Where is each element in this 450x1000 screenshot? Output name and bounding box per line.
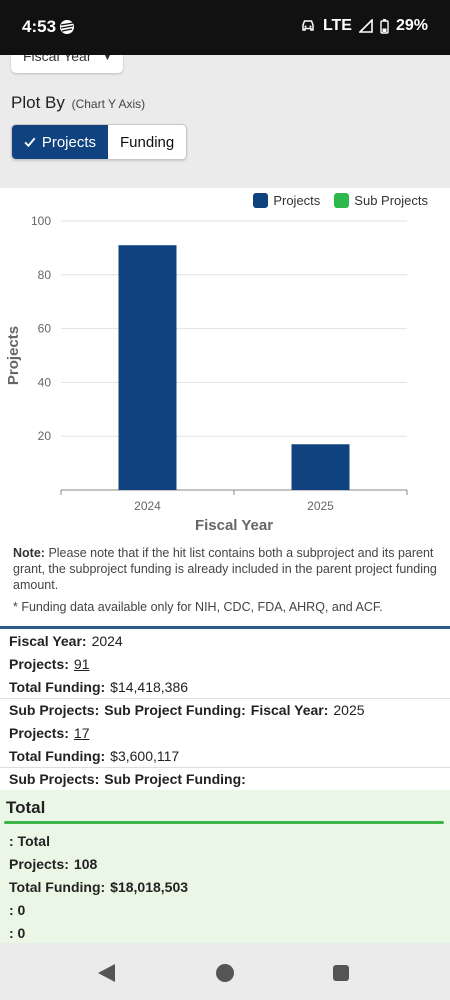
- plot-by-toggle: Projects Funding: [11, 124, 187, 160]
- legend-item-sub-projects[interactable]: Sub Projects: [334, 193, 428, 208]
- home-icon[interactable]: [216, 964, 234, 982]
- sub-funding-label: Sub Project Funding:: [104, 702, 246, 718]
- app-logo-icon: [60, 20, 74, 34]
- projects-line: Projects: 17: [0, 721, 450, 744]
- toggle-funding-label: Funding: [120, 133, 175, 151]
- projects-label: Projects:: [9, 724, 69, 741]
- list-item: Fiscal Year: 2024 Projects: 91 Total Fundi…: [0, 629, 450, 721]
- total-funding-value: $18,018,503: [110, 878, 189, 895]
- fy-value: 2025: [333, 702, 365, 718]
- total-line: : Total: [9, 832, 50, 849]
- projects-link[interactable]: 17: [73, 724, 90, 741]
- total-heading: Total: [6, 798, 46, 817]
- projects-label: Projects:: [9, 655, 69, 672]
- total-funding-label: Total Funding:: [9, 878, 106, 895]
- toggle-projects-label: Projects: [41, 133, 96, 151]
- list-item: Projects: 17 Total Funding: $3,600,117 Sub…: [0, 721, 450, 790]
- total-line: : 0: [9, 901, 26, 918]
- y-tick-label: 40: [38, 375, 52, 389]
- plot-by-heading: Plot By (Chart Y Axis): [11, 93, 145, 113]
- bar-chart: Projects Sub Projects 20 40 60 80 100 2024 202…: [0, 188, 450, 533]
- total-line: : 0: [9, 924, 26, 941]
- fy-label: Fiscal Year:: [9, 632, 87, 649]
- chart-legend: Projects Sub Projects: [253, 193, 428, 208]
- plot-by-hint: (Chart Y Axis): [71, 97, 146, 111]
- status-right: LTE 29%: [300, 17, 428, 35]
- funding-value: $3,600,117: [110, 747, 180, 764]
- bar-projects-2025: [291, 444, 350, 490]
- y-tick-label: 20: [38, 429, 52, 443]
- projects-link[interactable]: 91: [73, 655, 90, 672]
- total-panel: Total : Total Projects: 108 Total Funding…: [0, 790, 450, 943]
- legend-item-projects[interactable]: Projects: [253, 193, 320, 208]
- funding-note: Note: Please note that if the hit list c…: [13, 545, 437, 593]
- sub-line: Sub Projects: Sub Project Funding:: [0, 767, 450, 790]
- back-icon[interactable]: [98, 964, 115, 982]
- sub-projects-label: Sub Projects:: [9, 702, 100, 718]
- fy-line: Fiscal Year: 2024: [0, 629, 450, 652]
- legend-swatch-projects: [253, 193, 269, 208]
- toggle-projects-button[interactable]: Projects: [12, 125, 108, 159]
- chart-plot-area: 20 40 60 80 100 2024 2025 Fiscal Year Projects: [5, 214, 408, 533]
- sub-line: Sub Projects: Sub Project Funding: Fiscal …: [0, 698, 450, 721]
- status-bar: 4:53 LTE 29%: [0, 0, 450, 55]
- check-icon: [24, 137, 36, 148]
- note-text: Please note that if the hit list contain…: [13, 546, 437, 592]
- controls-panel: Fiscal Year ▼ Plot By (Chart Y Axis) Pro…: [0, 55, 450, 188]
- car-icon: [302, 20, 314, 31]
- y-tick-label: 60: [38, 322, 52, 336]
- fiscal-year-dropdown-label: Fiscal Year: [23, 55, 92, 64]
- network-type: LTE: [322, 17, 352, 34]
- total-lines: : Total Projects: 108 Total Funding: $18,0…: [0, 829, 450, 944]
- legend-label-sub-projects: Sub Projects: [354, 193, 428, 208]
- signal-icon: [358, 19, 373, 33]
- x-tick-label: 2024: [134, 499, 161, 513]
- toggle-funding-button[interactable]: Funding: [108, 125, 186, 159]
- legend-label-projects: Projects: [273, 193, 321, 208]
- fiscal-year-list: Fiscal Year: 2024 Projects: 91 Total Fundi…: [0, 629, 450, 790]
- fiscal-year-dropdown[interactable]: Fiscal Year ▼: [11, 55, 123, 73]
- total-funding-line: Total Funding: $18,018,503: [0, 875, 450, 898]
- funding-line: Total Funding: $14,418,386: [0, 675, 450, 698]
- funding-label: Total Funding:: [9, 678, 106, 695]
- bar-projects-2024: [118, 245, 177, 490]
- plot-by-label: Plot By: [11, 93, 65, 112]
- funding-line: Total Funding: $3,600,117: [0, 744, 450, 767]
- total-projects-label: Projects:: [9, 855, 69, 872]
- projects-line: Projects: 91: [0, 652, 450, 675]
- y-tick-label: 100: [31, 214, 51, 228]
- sub-projects-label: Sub Projects:: [9, 771, 100, 787]
- system-nav-bar: [0, 943, 450, 1000]
- status-time: 4:53: [22, 17, 57, 36]
- fy-label: Fiscal Year:: [250, 702, 329, 718]
- legend-swatch-sub-projects: [334, 193, 350, 208]
- caret-down-icon: ▼: [103, 55, 112, 62]
- y-axis-title: Projects: [5, 326, 22, 385]
- battery-percent: 29%: [395, 17, 428, 34]
- y-tick-label: 80: [38, 268, 52, 282]
- funding-label: Total Funding:: [9, 747, 106, 764]
- funding-value: $14,418,386: [110, 678, 189, 695]
- x-axis-title: Fiscal Year: [195, 517, 273, 533]
- funding-footnote: * Funding data available only for NIH, C…: [13, 600, 383, 614]
- note-label: Note:: [13, 546, 45, 560]
- fy-value: 2024: [91, 632, 123, 649]
- total-projects-value: 108: [73, 855, 98, 872]
- recents-icon[interactable]: [333, 965, 349, 981]
- x-tick-label: 2025: [307, 499, 334, 513]
- section-divider: [0, 626, 450, 629]
- total-divider: [4, 821, 444, 824]
- sub-funding-label: Sub Project Funding:: [104, 771, 246, 787]
- total-projects-line: Projects: 108: [0, 852, 450, 875]
- battery-icon: [380, 18, 389, 34]
